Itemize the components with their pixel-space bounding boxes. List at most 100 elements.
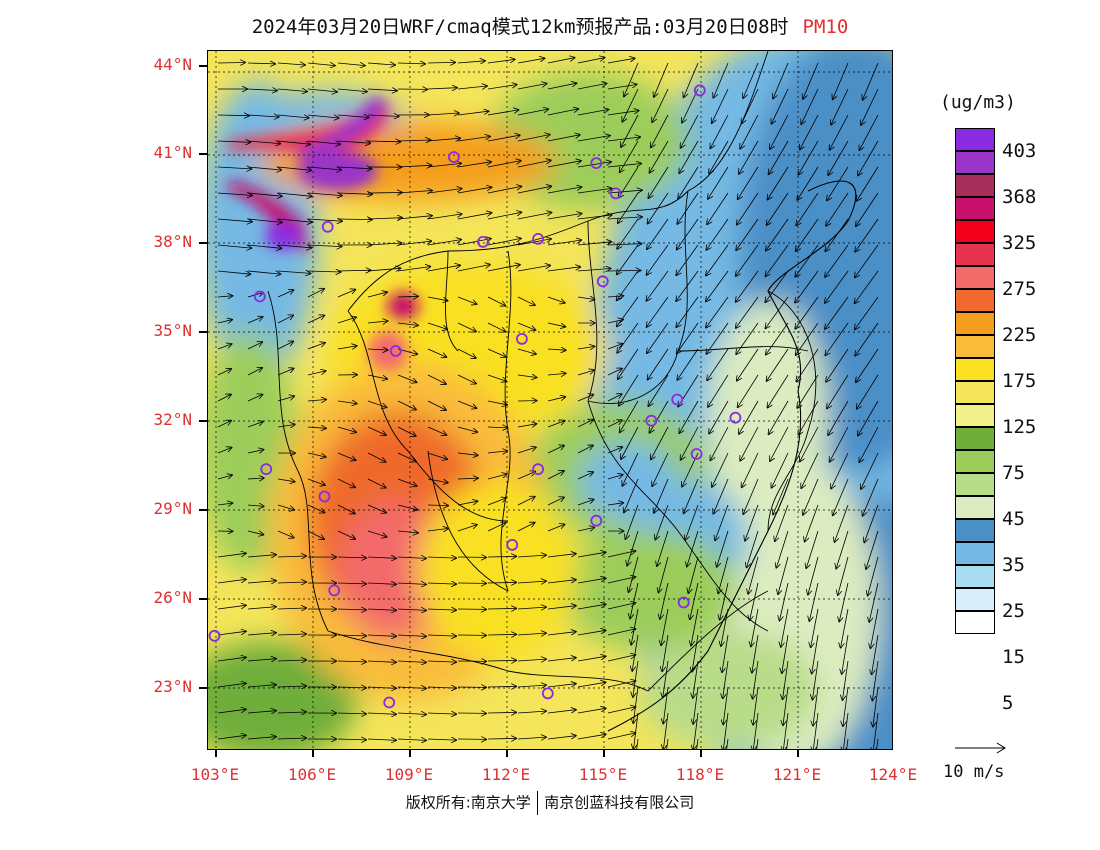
wind-arrow: [217, 395, 231, 402]
lat-label-41: 41°N: [153, 143, 192, 162]
wind-arrow: [577, 346, 594, 349]
wind-arrow: [607, 655, 635, 662]
station-marker: [260, 463, 273, 476]
wind-arrow: [577, 162, 611, 168]
wind-arrow: [607, 217, 642, 219]
wind-arrow: [709, 400, 729, 434]
wind-arrow: [307, 193, 342, 196]
wind-arrow: [277, 504, 294, 510]
wind-arrow: [827, 374, 849, 408]
wind-arrow: [247, 115, 279, 117]
wind-arrow: [247, 607, 276, 609]
station-marker: [389, 345, 402, 357]
wind-arrow: [737, 192, 759, 225]
colorbar-label-35: 35: [1002, 554, 1025, 576]
wind-arrow: [427, 348, 446, 357]
wind-arrow: [618, 348, 639, 379]
wind-arrow: [684, 62, 699, 97]
wind-arrow: [780, 582, 789, 621]
wind-arrow: [517, 375, 537, 378]
wind-arrow: [607, 577, 635, 584]
wind-arrow: [397, 191, 432, 194]
wind-arrow: [397, 296, 418, 297]
wind-arrow: [547, 736, 576, 740]
wind-arrow: [547, 446, 564, 454]
wind-arrow: [337, 583, 366, 584]
station-marker: [609, 187, 622, 200]
wind-arrow: [547, 632, 576, 636]
wind-arrow: [337, 739, 366, 740]
wind-arrow: [217, 683, 246, 688]
wind-arrow: [800, 426, 819, 461]
wind-arrow: [712, 452, 729, 487]
wind-arrow: [517, 555, 546, 557]
wind-arrow: [487, 523, 506, 532]
station-marker: [532, 463, 545, 476]
wind-arrow: [833, 62, 849, 99]
wind-arrow: [709, 140, 729, 174]
station-marker: [318, 490, 331, 503]
wind-arrow: [307, 89, 337, 92]
station-marker: [693, 84, 706, 97]
wind-arrow: [547, 267, 580, 272]
wind-arrow: [720, 582, 729, 620]
lat-tick: [199, 65, 207, 67]
wind-arrow: [796, 348, 819, 381]
wind-arrow: [517, 633, 546, 635]
wind-arrow: [217, 219, 252, 222]
wind-arrow: [367, 635, 396, 636]
wind-arrow: [660, 582, 669, 619]
wind-arrow: [766, 244, 789, 276]
wind-arrow: [770, 114, 789, 149]
wind-arrow: [247, 270, 280, 274]
wind-arrow: [517, 424, 536, 427]
wind-arrow: [842, 634, 849, 674]
wind-arrow: [217, 344, 232, 350]
wind-arrow: [337, 478, 355, 487]
lon-label-121: 121°E: [772, 765, 822, 784]
wind-arrow: [397, 739, 426, 740]
wind-arrow: [397, 63, 425, 64]
lat-label-35: 35°N: [153, 321, 192, 340]
wind-arrow: [833, 478, 849, 515]
wind-arrow: [718, 556, 729, 593]
wind-arrow: [457, 348, 476, 358]
wind-arrow: [337, 346, 357, 349]
colorbar-label-25: 25: [1002, 600, 1025, 622]
wind-arrow: [217, 244, 251, 248]
wind-arrow: [337, 609, 366, 610]
wind-arrow: [427, 557, 456, 558]
wind-arrow: [517, 472, 535, 480]
colorbar-label-368: 368: [1002, 186, 1037, 208]
wind-arrow: [397, 609, 426, 610]
wind-arrow: [367, 321, 387, 323]
wind-arrow: [427, 240, 461, 246]
colorbar-swatch: [955, 542, 995, 565]
wind-arrow: [650, 140, 669, 173]
wind-arrow: [737, 348, 759, 381]
wind-arrow: [247, 141, 280, 144]
wind-arrow: [577, 136, 610, 142]
pm10-concentration-map[interactable]: [207, 50, 893, 750]
wind-arrow: [706, 244, 729, 276]
colorbar-swatch: [955, 197, 995, 220]
wind-arrow: [247, 395, 262, 402]
lat-tick: [199, 509, 207, 511]
wind-arrow: [397, 400, 416, 410]
wind-arrow: [577, 297, 594, 300]
wind-arrow: [607, 84, 637, 90]
wind-arrow: [307, 271, 341, 272]
colorbar-swatch: [955, 128, 995, 151]
colorbar-label-225: 225: [1002, 324, 1037, 346]
wind-arrow: [427, 374, 446, 384]
wind-arrow: [457, 374, 476, 384]
copyright-divider: [536, 791, 539, 815]
wind-arrow: [805, 504, 819, 542]
lat-tick: [199, 598, 207, 600]
wind-arrow: [812, 634, 819, 673]
wind-arrow: [457, 478, 478, 479]
map-title: 2024年03月20日WRF/cmaq模式12km预报产品:03月20日08时 P…: [0, 12, 1100, 39]
wind-arrow: [681, 114, 699, 148]
wind-arrow: [753, 686, 759, 725]
wind-arrow: [337, 661, 366, 662]
